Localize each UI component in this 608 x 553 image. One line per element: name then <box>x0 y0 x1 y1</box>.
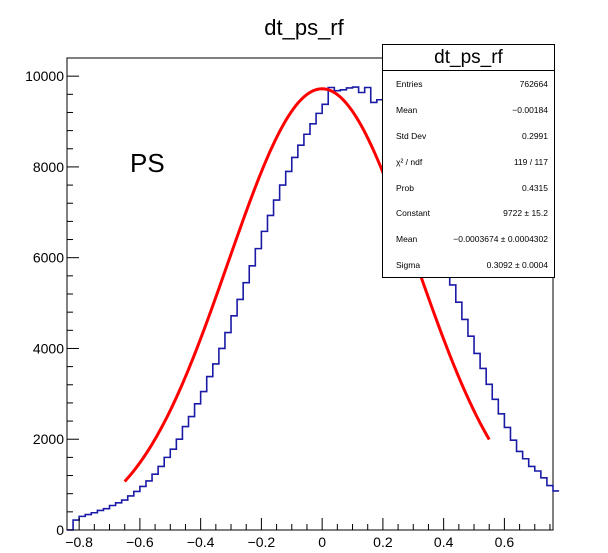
x-tick-label: −0.4 <box>187 534 215 550</box>
stats-box-title: dt_ps_rf <box>383 45 554 71</box>
y-tick-label: 2000 <box>33 431 64 447</box>
stats-label: Sigma <box>396 260 421 271</box>
y-tick-label: 4000 <box>33 340 64 356</box>
stats-row-chi2-ndf: χ² / ndf 119 / 117 <box>383 149 554 175</box>
x-tick-label: 0.6 <box>495 534 515 550</box>
stats-row-fit-mean: Mean −0.0003674 ± 0.0004302 <box>383 226 554 252</box>
chart-title: dt_ps_rf <box>264 15 344 40</box>
stats-label: Entries <box>396 78 423 89</box>
x-tick-label: −0.8 <box>65 534 93 550</box>
stats-row-sigma: Sigma 0.3092 ± 0.0004 <box>383 252 554 278</box>
plot-area: −0.8 −0.6 −0.4 −0.2 0 0.2 0.4 0.6 0 2000 4000 6000 8… <box>25 57 560 550</box>
histogram-series <box>67 86 560 531</box>
x-tick-label: 0 <box>318 534 326 550</box>
stats-label: Constant <box>396 208 431 219</box>
x-tick-label: 0.2 <box>373 534 393 550</box>
stats-label: χ² / ndf <box>396 156 423 167</box>
x-tick-label: −0.2 <box>248 534 276 550</box>
x-tick-label: 0.4 <box>434 534 454 550</box>
y-tick-label: 8000 <box>33 159 64 175</box>
x-tick-label: −0.6 <box>126 534 154 550</box>
stats-label: Mean <box>396 104 418 115</box>
stats-box: dt_ps_rf Entries 762664 Mean −0.00184 St… <box>382 44 555 278</box>
stats-label: Std Dev <box>396 130 427 141</box>
stats-value: 0.4315 <box>522 182 548 193</box>
stats-label: Prob <box>396 182 414 193</box>
stats-value: 119 / 117 <box>513 156 548 167</box>
ps-annotation: PS <box>130 148 165 178</box>
stats-value: 0.3092 ± 0.0004 <box>486 260 548 271</box>
stats-value: 762664 <box>519 78 548 89</box>
stats-label: Mean <box>396 234 418 245</box>
y-tick-label: 0 <box>56 522 64 538</box>
gaussian-fit-curve <box>123 87 491 483</box>
stats-value: −0.0003674 ± 0.0004302 <box>453 234 548 245</box>
stats-value: −0.00184 <box>512 104 548 115</box>
stats-row-entries: Entries 762664 <box>383 71 554 97</box>
stats-row-std-dev: Std Dev 0.2991 <box>383 123 554 149</box>
stats-value: 9722 ± 15.2 <box>503 208 548 219</box>
y-tick-label: 10000 <box>25 68 64 84</box>
y-tick-label: 6000 <box>33 250 64 266</box>
stats-row-constant: Constant 9722 ± 15.2 <box>383 200 554 226</box>
stats-value: 0.2991 <box>522 130 548 141</box>
stats-row-mean: Mean −0.00184 <box>383 97 554 123</box>
stats-row-prob: Prob 0.4315 <box>383 175 554 201</box>
